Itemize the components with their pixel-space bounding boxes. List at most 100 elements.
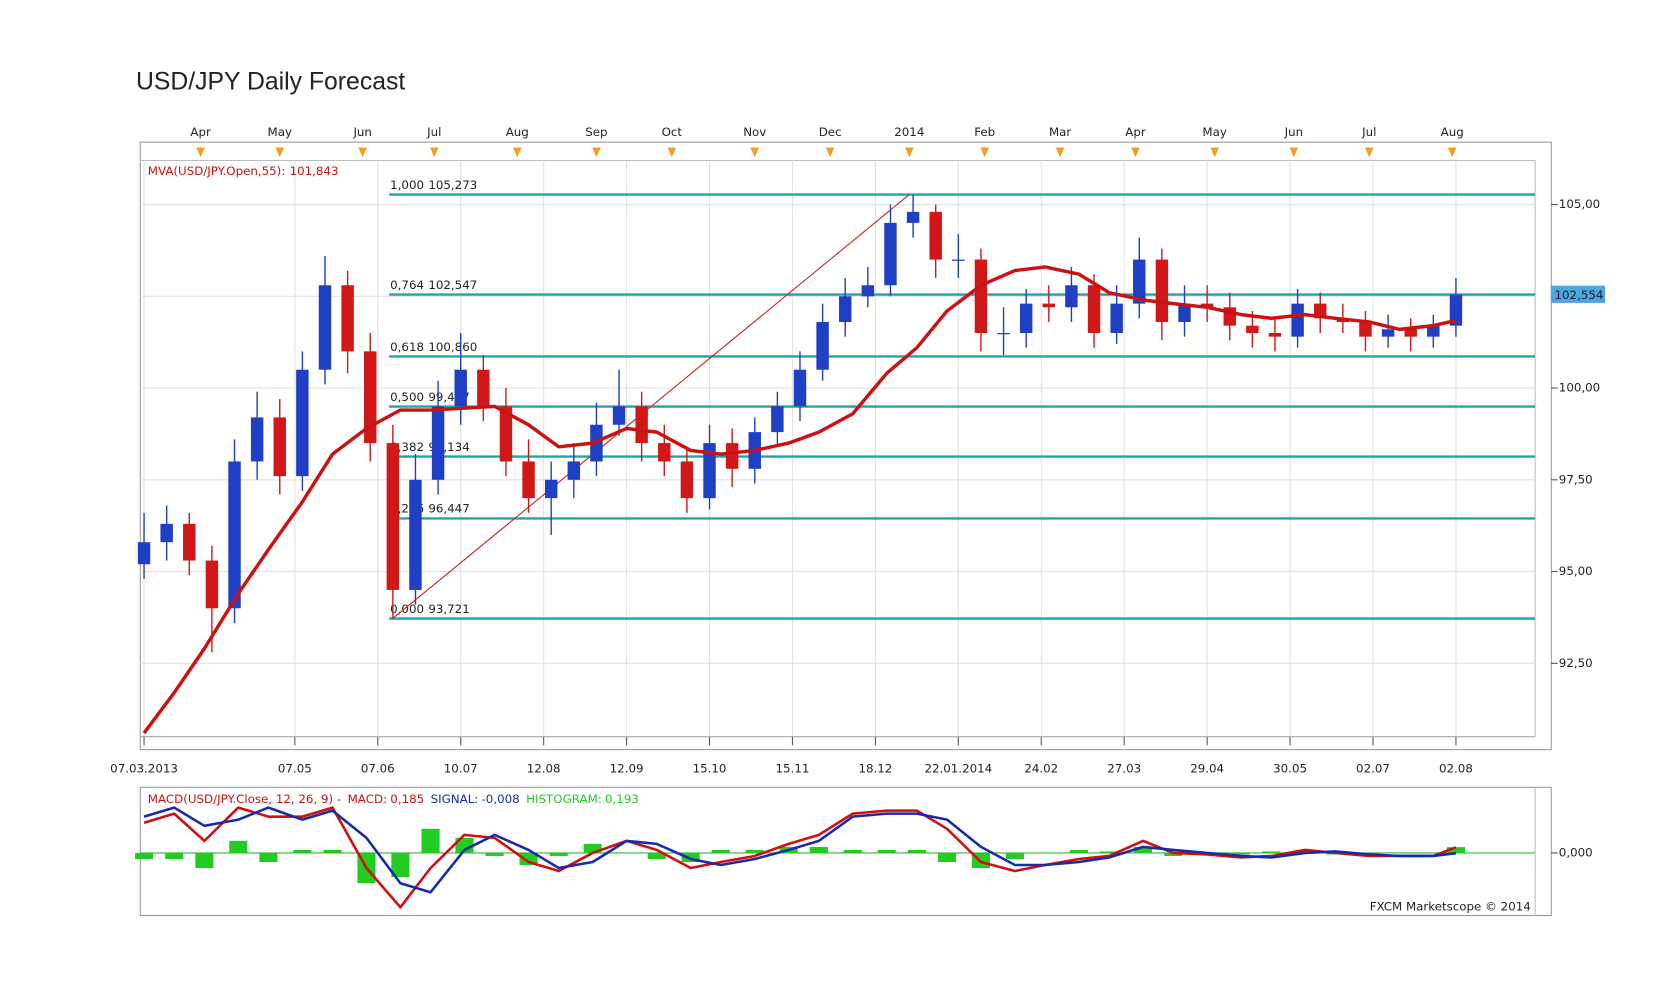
month-label: Apr <box>1125 125 1146 139</box>
fib-value: 105,273 <box>428 177 477 191</box>
x-tick-label: 18.12 <box>858 762 892 776</box>
histogram-bar <box>1164 852 1183 856</box>
candle-body <box>1155 259 1169 322</box>
histogram-bar <box>1005 852 1024 859</box>
x-tick-label: 30.05 <box>1273 762 1307 776</box>
candle-body <box>952 259 965 261</box>
mva-name: MVA(USD/JPY.Open,55): <box>148 164 285 178</box>
histogram-bar <box>165 852 184 859</box>
histogram-bar <box>907 849 926 853</box>
histogram-bar <box>229 840 248 853</box>
legend-value: -0,008 <box>482 792 520 806</box>
month-marker <box>1289 147 1299 158</box>
month-marker <box>358 147 368 158</box>
mva-legend: MVA(USD/JPY.Open,55): 101,843 <box>148 164 339 178</box>
month-label: Aug <box>1441 125 1464 139</box>
macd-legend: MACD(USD/JPY.Close, 12, 26, 9) - MACD: 0,1… <box>148 792 639 806</box>
month-label: Jun <box>352 125 371 139</box>
fib-label: 0,764 102,547 <box>390 277 477 291</box>
x-tick-label: 24.02 <box>1024 762 1058 776</box>
candle-body <box>1087 285 1101 333</box>
last-price-label: 102,554 <box>1554 288 1603 302</box>
candle-body <box>205 560 219 609</box>
month-marker <box>196 147 205 158</box>
histogram-bar <box>485 852 504 856</box>
candle-body <box>544 479 558 499</box>
histogram-bar <box>259 852 278 863</box>
candle-body <box>816 321 829 370</box>
month-marker <box>750 147 760 158</box>
histogram-bar <box>745 849 764 853</box>
legend-name: HISTOGRAM: <box>526 792 602 806</box>
fib-ratio: 0,000 <box>390 601 424 615</box>
candle-body <box>635 406 648 444</box>
fib-value: 102,547 <box>428 277 477 291</box>
histogram-bar <box>1446 847 1465 853</box>
x-tick-label: 12.08 <box>527 762 561 776</box>
histogram-bar <box>1133 846 1153 853</box>
candle-body <box>997 332 1010 335</box>
fib-value: 96,447 <box>428 501 469 515</box>
candle-body <box>1133 259 1146 304</box>
month-label: Nov <box>743 125 766 139</box>
candle-body <box>499 406 513 462</box>
candle-body <box>296 369 309 477</box>
month-label: Jun <box>1284 125 1303 139</box>
month-label: May <box>1202 125 1226 139</box>
histogram-bar <box>549 852 568 856</box>
month-label: May <box>268 125 292 139</box>
histogram-bar <box>711 849 730 853</box>
month-label: Jul <box>426 125 441 139</box>
candle-body <box>612 406 626 425</box>
y-tick-label: 97,50 <box>1559 472 1593 486</box>
candle-body <box>725 443 739 469</box>
x-tick-label: 07.06 <box>361 762 395 776</box>
candle-body <box>1268 332 1282 337</box>
candle-body <box>680 461 694 499</box>
month-marker <box>905 147 914 158</box>
candle-body <box>454 369 467 407</box>
histogram-bar <box>323 849 342 853</box>
y-tick-label: 92,50 <box>1559 656 1593 670</box>
candle-body <box>273 417 286 477</box>
candle-body <box>1449 294 1463 326</box>
histogram-bar <box>583 843 602 853</box>
macd-line <box>143 806 1457 894</box>
trendline <box>392 194 910 619</box>
month-label: Oct <box>662 125 683 139</box>
month-label: 2014 <box>894 125 924 139</box>
legend-value: 0,185 <box>390 792 424 806</box>
candle-body <box>386 443 400 590</box>
fib-label: 0,000 93,721 <box>390 601 470 615</box>
histogram-bar <box>1100 851 1119 853</box>
candle-body <box>183 523 196 561</box>
moving-average <box>142 265 1457 735</box>
candle-body <box>431 406 445 480</box>
candle-body <box>1065 285 1078 308</box>
histogram-bar <box>681 852 700 863</box>
candle-body <box>793 369 807 407</box>
candle-body <box>250 417 264 462</box>
candle-body <box>1404 329 1417 337</box>
fib-label: 0,382 98,134 <box>390 439 470 453</box>
candle-body <box>477 369 490 407</box>
candle-body <box>567 461 581 480</box>
histogram-bar <box>1296 849 1315 853</box>
month-label: Apr <box>190 125 211 139</box>
candle-body <box>341 285 354 352</box>
candle-body <box>906 211 920 223</box>
legend-name: MACD: <box>348 792 387 806</box>
candle-body <box>658 443 671 462</box>
x-tick-label: 02.08 <box>1439 762 1473 776</box>
footer: FXCM Marketscope © 2014 <box>1370 899 1531 913</box>
month-marker <box>825 147 835 158</box>
y-tick-label: 100,00 <box>1559 381 1600 395</box>
fib-ratio: 0,764 <box>390 277 424 291</box>
fib-label: 1,000 105,273 <box>390 177 477 191</box>
month-marker <box>1447 147 1457 158</box>
x-tick-label: 07.03.2013 <box>110 762 178 776</box>
x-tick-label: 15.10 <box>693 762 727 776</box>
x-tick-label: 12.09 <box>610 762 644 776</box>
